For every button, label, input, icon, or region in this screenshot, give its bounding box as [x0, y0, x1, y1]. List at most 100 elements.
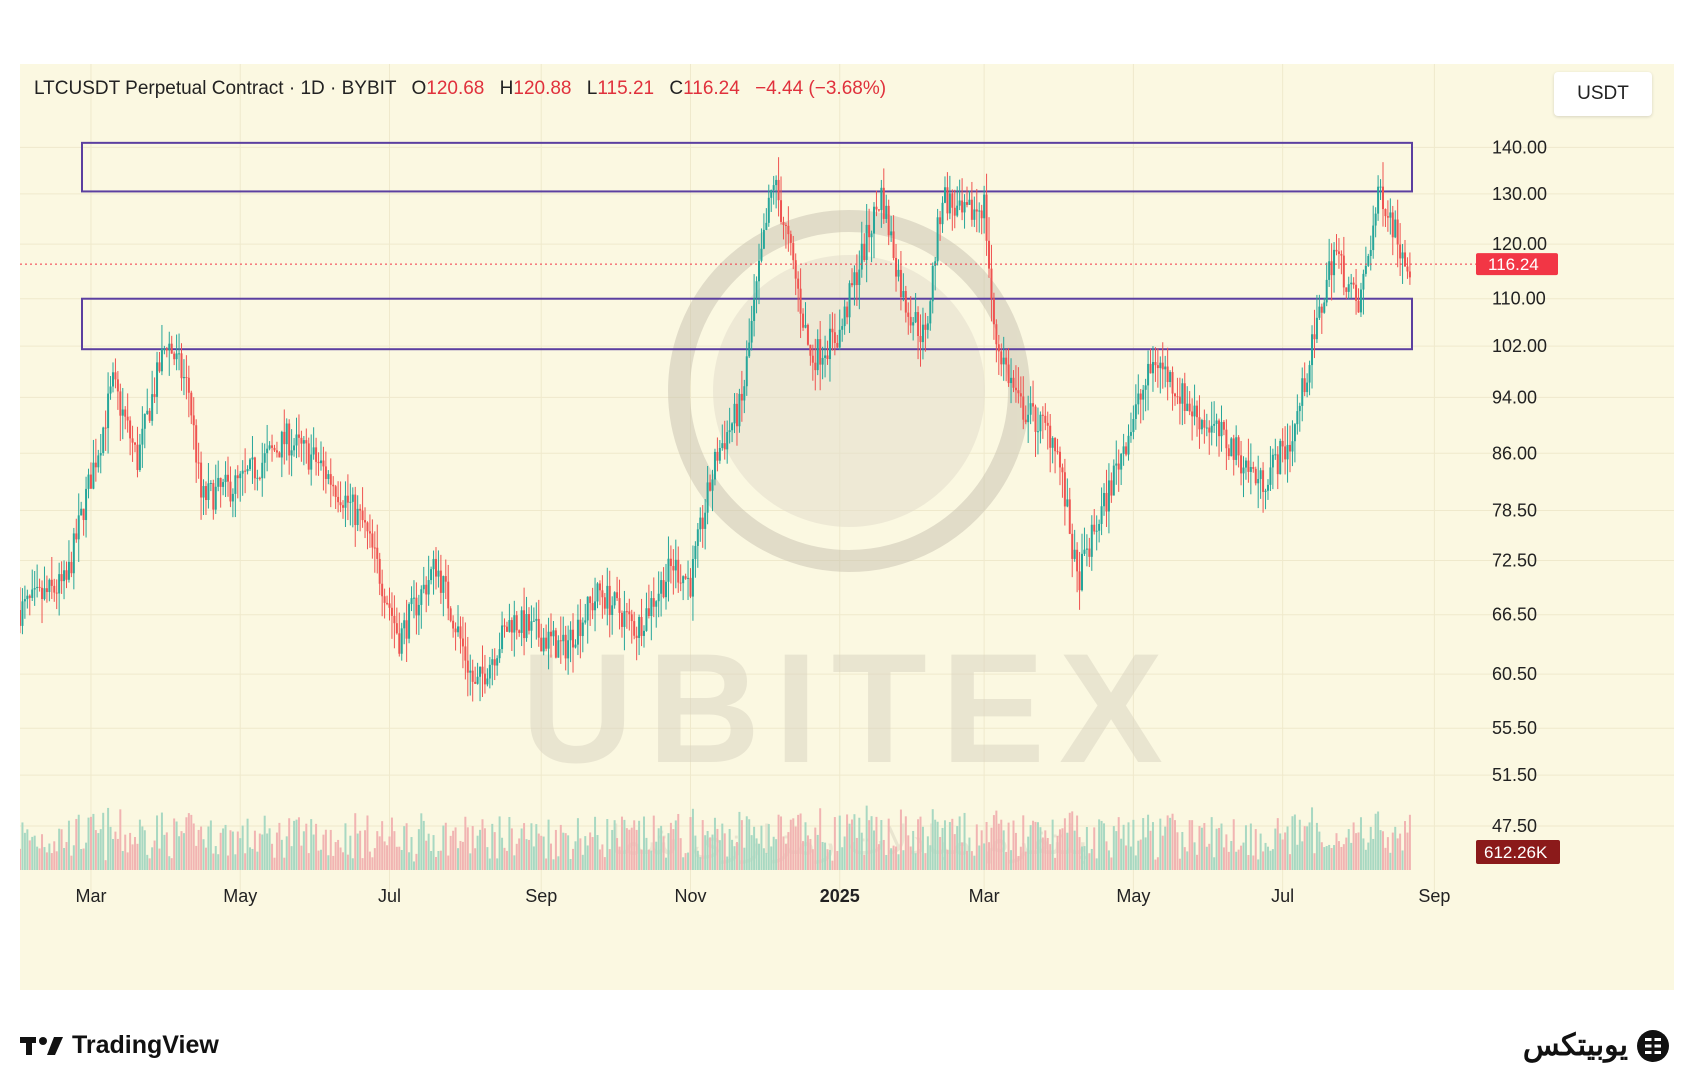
time-axis[interactable]: Mar May Jul Sep Nov 2025 Mar May Jul Sep — [75, 886, 1450, 906]
candle-body — [444, 576, 447, 582]
volume-bar — [371, 857, 374, 870]
volume-bar — [1012, 820, 1015, 870]
volume-bar — [1306, 826, 1309, 870]
candle-body — [1227, 448, 1230, 457]
candle-body — [921, 324, 924, 343]
candle-body — [1085, 548, 1088, 550]
volume-bar — [1203, 823, 1206, 870]
candles — [20, 157, 1411, 702]
volume-bar — [200, 826, 203, 870]
candle-body — [1183, 383, 1186, 411]
volume-bar — [868, 820, 871, 870]
candle-body — [491, 659, 494, 665]
volume-bar — [596, 835, 599, 870]
volume-bar — [234, 854, 237, 870]
candle-body — [770, 189, 773, 198]
volume-bar — [354, 813, 357, 870]
candle-body — [126, 416, 129, 421]
candle-body — [665, 581, 668, 598]
volume-bar — [26, 829, 29, 870]
volume-bar — [939, 836, 942, 870]
candle-body — [574, 644, 577, 648]
volume-bar — [116, 838, 119, 870]
volume-bar — [422, 820, 425, 870]
candle-body — [767, 197, 770, 223]
candle-body — [1274, 454, 1277, 456]
candle-body — [1019, 393, 1022, 397]
candle-body — [968, 199, 971, 205]
candle-body — [1311, 334, 1314, 366]
candle-body — [782, 221, 785, 225]
volume-bar — [1046, 837, 1049, 870]
symbol-title[interactable]: LTCUSDT Perpetual Contract · 1D · BYBIT — [34, 78, 397, 99]
candle-body — [1063, 472, 1066, 507]
candle-body — [99, 453, 102, 456]
x-tick-label: Mar — [75, 886, 106, 906]
price-axis[interactable]: 140.00 130.00 120.00 110.00 102.00 94.00 86.00… — [1476, 137, 1560, 864]
volume-bar — [67, 820, 70, 870]
currency-button[interactable]: USDT — [1554, 72, 1652, 116]
candle-body — [457, 626, 460, 633]
zone-1[interactable] — [81, 141, 1413, 193]
volume-bar — [430, 850, 433, 870]
candle-body — [368, 531, 371, 534]
volume-bar — [554, 829, 557, 870]
volume-bar — [1000, 819, 1003, 870]
volume-bar — [1193, 842, 1196, 870]
candle-body — [1022, 396, 1025, 420]
volume-bar — [780, 816, 783, 870]
candle-body — [65, 570, 68, 580]
volume-bar — [273, 857, 276, 870]
volume-bar — [1093, 827, 1096, 870]
candle-body — [28, 595, 31, 598]
volume-bar — [156, 815, 159, 870]
volume-bar — [87, 817, 90, 870]
ubitex-brand[interactable]: یوبیتکس — [1523, 1028, 1670, 1063]
volume-bar — [679, 838, 682, 870]
volume-bar — [630, 827, 633, 870]
price-chart[interactable]: UBITEX پلتفرم مبادلات رمزارزی شما 140.00… — [20, 64, 1674, 990]
candle-body — [1218, 420, 1221, 437]
candle-body — [753, 298, 756, 321]
symbol-legend[interactable]: LTCUSDT Perpetual Contract · 1D · BYBIT … — [34, 78, 886, 100]
volume-bar — [434, 856, 437, 870]
volume-bar — [300, 845, 303, 870]
candle-body — [415, 597, 418, 616]
candle-body — [572, 629, 575, 648]
candle-body — [537, 618, 540, 638]
volume-bar — [1342, 844, 1345, 870]
candle-body — [1291, 441, 1294, 452]
candle-body — [669, 558, 672, 567]
candle-body — [283, 431, 286, 445]
candle-body — [1347, 284, 1350, 292]
volume-bar — [141, 826, 144, 870]
volume-bar — [748, 819, 751, 870]
candle-body — [518, 630, 521, 633]
volume-bar — [1386, 837, 1389, 870]
candle-body — [689, 577, 692, 597]
candle-body — [1073, 549, 1076, 559]
volume-bar — [427, 833, 430, 870]
candle-body — [1225, 429, 1228, 449]
tradingview-logo[interactable]: TradingView — [20, 1031, 219, 1060]
volume-bar — [968, 837, 971, 870]
ubitex-logo-icon — [1637, 1029, 1669, 1062]
candle-body — [890, 231, 893, 236]
volume-bar — [814, 827, 817, 870]
chart-panel[interactable]: UBITEX پلتفرم مبادلات رمزارزی شما 140.00… — [20, 64, 1674, 990]
volume-bar — [846, 814, 849, 870]
candle-body — [295, 434, 298, 446]
candle-body — [613, 592, 616, 606]
candle-body — [877, 209, 880, 211]
volume-bar — [349, 835, 352, 870]
candle-body — [1049, 425, 1052, 448]
volume-bar — [946, 849, 949, 870]
volume-bar — [958, 816, 961, 870]
candle-body — [1244, 460, 1247, 468]
candle-body — [1401, 252, 1404, 259]
candle-body — [1381, 186, 1384, 210]
candle-body — [1286, 444, 1289, 460]
candle-body — [297, 434, 300, 438]
candle-body — [706, 482, 709, 513]
volume-bar — [1264, 842, 1267, 870]
